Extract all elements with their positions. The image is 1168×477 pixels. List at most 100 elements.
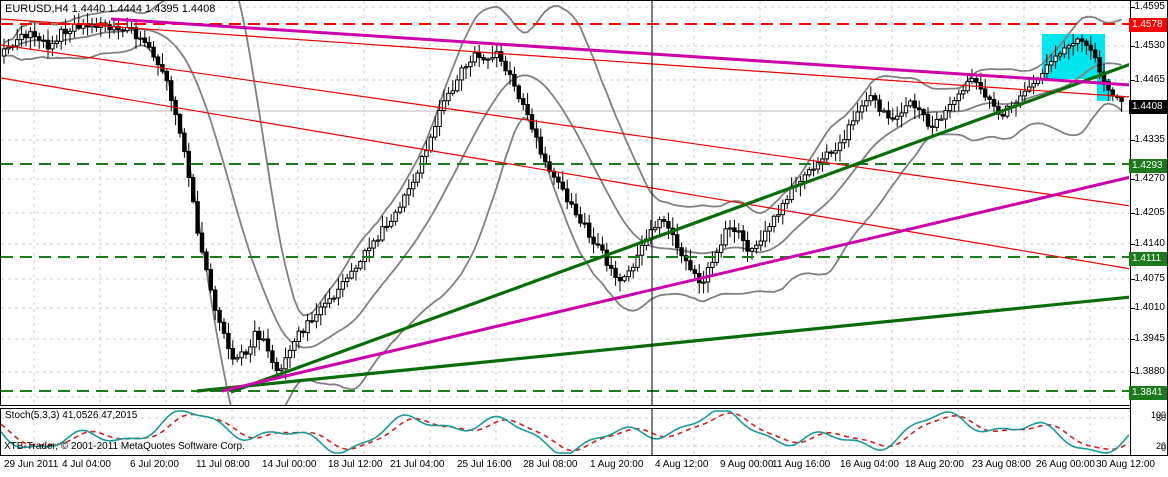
candle-body[interactable] — [54, 40, 59, 44]
support-magenta[interactable] — [221, 175, 1129, 393]
candle-body[interactable] — [683, 255, 689, 262]
candle-body[interactable] — [265, 338, 271, 352]
candle-body[interactable] — [393, 211, 398, 222]
candle-body[interactable] — [336, 288, 341, 299]
candle-body[interactable] — [1084, 40, 1089, 46]
candle-body[interactable] — [653, 227, 658, 231]
candle-body[interactable] — [1071, 43, 1076, 47]
candle-body[interactable] — [72, 23, 77, 32]
candle-body[interactable] — [525, 103, 530, 116]
candle-body[interactable] — [107, 24, 112, 31]
price-badge-1.3841[interactable]: 1.3841 — [1129, 386, 1167, 400]
candle-body[interactable] — [37, 36, 42, 41]
candle-body[interactable] — [389, 220, 394, 227]
candle-body[interactable] — [666, 220, 671, 229]
resistance-magenta-flat[interactable] — [110, 17, 1129, 87]
candle-body[interactable] — [371, 240, 376, 249]
candle-body[interactable] — [727, 227, 733, 230]
price-badge-1.4293[interactable]: 1.4293 — [1129, 159, 1167, 173]
candle-body[interactable] — [983, 88, 988, 98]
candle-body[interactable] — [639, 244, 645, 256]
candle-body[interactable] — [490, 57, 495, 60]
candle-body[interactable] — [305, 320, 310, 334]
candle-body[interactable] — [503, 60, 508, 72]
candle-body[interactable] — [226, 332, 231, 350]
candle-body[interactable] — [763, 230, 768, 242]
candle-body[interactable] — [367, 247, 372, 252]
candle-body[interactable] — [631, 266, 636, 272]
candle-body[interactable] — [221, 321, 227, 334]
candle-body[interactable] — [1031, 82, 1036, 88]
candle-body[interactable] — [899, 112, 904, 117]
candle-body[interactable] — [947, 103, 953, 112]
candle-body[interactable] — [578, 214, 583, 224]
candle-body[interactable] — [952, 100, 957, 105]
candle-body[interactable] — [133, 27, 139, 40]
candle-body[interactable] — [622, 276, 627, 282]
candle-body[interactable] — [829, 151, 834, 154]
candle-body[interactable] — [842, 139, 847, 144]
candle-body[interactable] — [679, 247, 684, 257]
candle-body[interactable] — [301, 330, 306, 334]
candle-body[interactable] — [235, 357, 240, 360]
candle-body[interactable] — [182, 132, 187, 153]
candle-body[interactable] — [327, 298, 332, 304]
candle-body[interactable] — [345, 277, 350, 283]
candle-body[interactable] — [565, 188, 570, 203]
candle-body[interactable] — [776, 214, 781, 217]
candle-body[interactable] — [534, 128, 539, 138]
candle-body[interactable] — [512, 73, 517, 87]
candle-body[interactable] — [283, 357, 288, 370]
candle-body[interactable] — [587, 222, 592, 238]
candle-body[interactable] — [956, 93, 961, 102]
candle-body[interactable] — [252, 330, 258, 348]
candle-body[interactable] — [415, 172, 420, 183]
candle-body[interactable] — [213, 289, 218, 311]
stochastic-panel[interactable] — [0, 408, 1130, 456]
candle-body[interactable] — [1093, 49, 1098, 59]
candle-body[interactable] — [974, 78, 979, 84]
candle-body[interactable] — [169, 80, 174, 102]
candle-body[interactable] — [116, 25, 121, 31]
candle-body[interactable] — [543, 153, 548, 163]
candle-body[interactable] — [961, 90, 966, 95]
candle-body[interactable] — [978, 82, 983, 90]
candle-body[interactable] — [424, 150, 429, 158]
candle-body[interactable] — [925, 114, 931, 127]
candle-body[interactable] — [477, 52, 482, 59]
horizontal-price-levels[interactable] — [1, 23, 1129, 392]
candle-body[interactable] — [609, 264, 614, 269]
candle-body[interactable] — [917, 107, 922, 111]
candle-body[interactable] — [890, 117, 895, 120]
candle-body[interactable] — [815, 162, 821, 170]
candle-body[interactable] — [881, 110, 887, 113]
candle-body[interactable] — [455, 79, 460, 92]
candle-body[interactable] — [485, 58, 491, 61]
candle-body[interactable] — [279, 368, 284, 371]
candle-body[interactable] — [749, 248, 755, 252]
candle-body[interactable] — [1, 48, 7, 57]
candle-body[interactable] — [591, 236, 596, 245]
candle-body[interactable] — [657, 219, 662, 229]
price-chart-canvas[interactable] — [1, 1, 1129, 405]
candle-body[interactable] — [45, 39, 51, 50]
candle-body[interactable] — [204, 251, 209, 271]
candle-body[interactable] — [824, 151, 829, 160]
candle-body[interactable] — [833, 150, 838, 154]
candle-body[interactable] — [692, 269, 697, 274]
candle-body[interactable] — [41, 39, 46, 42]
candle-body[interactable] — [930, 125, 935, 128]
candle-body[interactable] — [807, 169, 812, 176]
candle-body[interactable] — [147, 41, 152, 48]
candle-body[interactable] — [15, 39, 20, 47]
candle-body[interactable] — [402, 194, 407, 208]
candle-body[interactable] — [701, 281, 706, 284]
candle-body[interactable] — [895, 115, 900, 120]
candle-body[interactable] — [1062, 47, 1067, 55]
support-green-steep[interactable] — [230, 63, 1129, 394]
candle-body[interactable] — [1066, 45, 1071, 49]
candle-body[interactable] — [323, 302, 328, 308]
candle-body[interactable] — [296, 330, 302, 342]
candle-body[interactable] — [28, 31, 33, 39]
trendlines[interactable] — [1, 17, 1129, 394]
